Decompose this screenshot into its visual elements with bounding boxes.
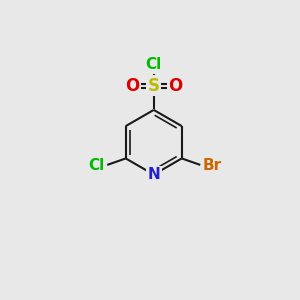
Text: S: S bbox=[148, 77, 160, 95]
Text: Cl: Cl bbox=[89, 158, 105, 173]
Text: N: N bbox=[147, 167, 160, 182]
Text: Cl: Cl bbox=[146, 57, 162, 72]
Text: O: O bbox=[125, 77, 139, 95]
Text: O: O bbox=[169, 77, 183, 95]
Text: Br: Br bbox=[202, 158, 222, 173]
